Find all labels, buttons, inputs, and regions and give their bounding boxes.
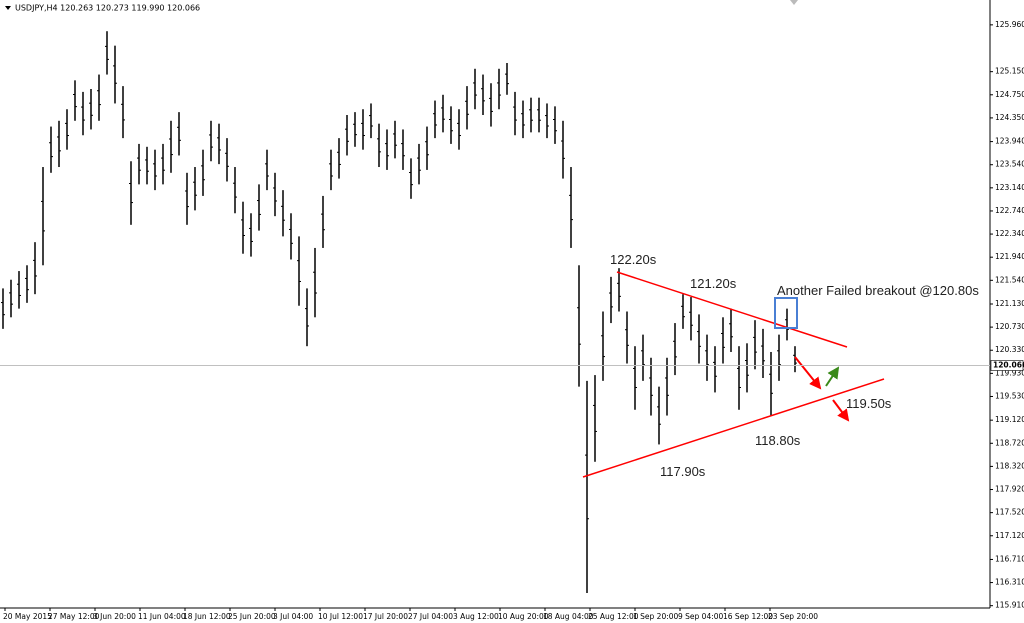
x-tick-label: 10 Jul 12:00 [318,612,363,621]
x-tick-label: 3 Jun 20:00 [93,612,136,621]
x-tick-label: 25 Aug 12:00 [588,612,639,621]
x-tick-label: 1 Sep 20:00 [633,612,679,621]
upper-trendline [616,271,848,348]
chart-title: USDJPY,H4 120.263 120.273 119.990 120.06… [15,4,200,13]
annotation: 119.50s [846,396,892,411]
arrow-down [832,399,850,422]
x-tick-label: 3 Jul 04:00 [273,612,313,621]
y-tick-label: 116.310 [995,578,1024,587]
y-tick-label: 117.520 [995,508,1024,517]
breakout-box [774,297,798,329]
x-tick-label: 25 Jun 20:00 [228,612,276,621]
x-tick-label: 23 Sep 20:00 [768,612,818,621]
x-tick-label: 9 Sep 04:00 [678,612,724,621]
x-tick-label: 3 Aug 12:00 [453,612,499,621]
current-price-box [990,360,1024,371]
menu-triangle [5,6,11,10]
annotation: 121.20s [690,276,737,291]
shift-marker [790,0,798,5]
y-tick-label: 125.960 [995,20,1024,29]
y-tick-label: 123.140 [995,183,1024,192]
y-tick-label: 120.730 [995,322,1024,331]
x-tick-label: 18 Aug 04:00 [543,612,594,621]
y-tick-label: 125.150 [995,67,1024,76]
y-tick-label: 123.940 [995,137,1024,146]
x-tick-label: 10 Aug 20:00 [498,612,549,621]
y-tick-label: 120.330 [995,345,1024,354]
x-tick-label: 17 Jul 20:00 [363,612,408,621]
y-tick-label: 119.930 [995,368,1024,377]
arrow-up [825,366,840,387]
annotation: 118.80s [755,433,801,448]
y-tick-label: 119.530 [995,391,1024,400]
y-tick-label: 118.320 [995,461,1024,470]
x-tick-label: 18 Jun 12:00 [183,612,231,621]
y-tick-label: 116.710 [995,554,1024,563]
y-tick-label: 124.350 [995,113,1024,122]
y-tick-label: 122.740 [995,206,1024,215]
annotation: 117.90s [660,464,706,479]
y-tick-label: 117.120 [995,531,1024,540]
y-tick-label: 122.340 [995,229,1024,238]
y-tick-label: 124.750 [995,90,1024,99]
x-tick-label: 11 Jun 04:00 [138,612,186,621]
y-tick-label: 121.130 [995,299,1024,308]
y-tick-label: 115.910 [995,601,1024,610]
y-tick-label: 121.940 [995,252,1024,261]
bars [1,31,797,593]
x-tick-label: 27 Jul 04:00 [408,612,453,621]
x-tick-label: 16 Sep 12:00 [723,612,773,621]
arrow-down [794,356,822,390]
annotation: Another Failed breakout @120.80s [777,283,979,298]
lower-trendline [582,378,885,478]
annotation: 122.20s [610,252,657,267]
y-tick-label: 119.120 [995,415,1024,424]
y-tick-label: 123.540 [995,160,1024,169]
current-price-label: 120.066 [993,360,1024,369]
y-tick-label: 118.720 [995,438,1024,447]
y-tick-label: 117.920 [995,485,1024,494]
x-tick-label: 20 May 2015 [3,612,52,621]
y-tick-label: 121.540 [995,275,1024,284]
x-tick-label: 27 May 12:00 [48,612,100,621]
